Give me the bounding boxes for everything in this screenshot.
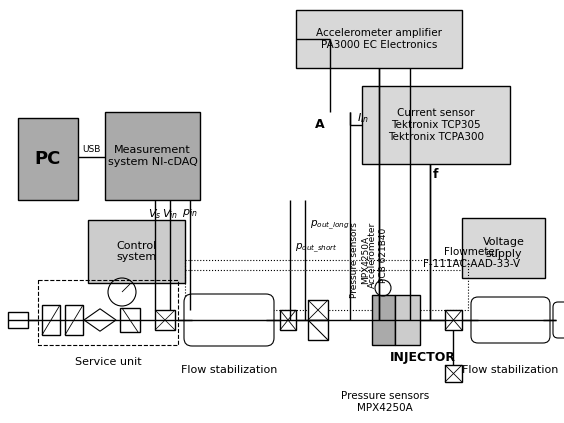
FancyBboxPatch shape	[553, 302, 564, 338]
FancyBboxPatch shape	[184, 294, 274, 346]
Text: $I_{in}$: $I_{in}$	[357, 111, 369, 125]
Bar	[120, 308, 140, 332]
Text: Pressure sensors
MPX4250A: Pressure sensors MPX4250A	[341, 391, 429, 413]
Bar	[372, 295, 395, 345]
Text: A: A	[315, 118, 325, 132]
Bar	[88, 220, 185, 283]
Text: Flow stabilization: Flow stabilization	[181, 365, 277, 375]
Bar	[296, 10, 462, 68]
Polygon shape	[84, 309, 116, 331]
Bar	[155, 310, 175, 330]
Text: INJECTOR: INJECTOR	[390, 352, 456, 365]
Text: $V_s$: $V_s$	[148, 207, 162, 221]
Bar	[362, 86, 510, 164]
Text: Service unit: Service unit	[74, 357, 142, 367]
Text: Accelerometer
PCB 621B40: Accelerometer PCB 621B40	[368, 222, 387, 288]
Text: Flow stabilization: Flow stabilization	[462, 365, 558, 375]
Bar	[308, 300, 328, 320]
Text: Flowmeter
F-111AC-AAD-33-V: Flowmeter F-111AC-AAD-33-V	[423, 247, 520, 269]
Bar	[38, 280, 178, 345]
Text: $p_{in}$: $p_{in}$	[182, 207, 198, 219]
Text: f: f	[433, 168, 438, 181]
Text: $p_{out\_short}$: $p_{out\_short}$	[295, 242, 338, 255]
Text: $p_{out\_long}$: $p_{out\_long}$	[310, 218, 350, 232]
Bar	[65, 305, 83, 335]
Bar	[445, 310, 462, 330]
Text: Current sensor
Tektronix TCP305
Tektronix TCPA300: Current sensor Tektronix TCP305 Tektroni…	[388, 108, 484, 142]
Text: Control
system: Control system	[116, 241, 157, 262]
Text: $V_{in}$: $V_{in}$	[162, 207, 178, 221]
Text: Voltage
supply: Voltage supply	[483, 237, 525, 259]
Bar	[280, 310, 296, 330]
Text: Pressure sensors
MPX4250A: Pressure sensors MPX4250A	[350, 222, 369, 298]
FancyBboxPatch shape	[471, 297, 550, 343]
Bar	[395, 295, 420, 345]
Text: USB: USB	[82, 146, 100, 154]
Bar	[42, 305, 60, 335]
Bar	[445, 365, 462, 382]
Text: Measurement
system NI-cDAQ: Measurement system NI-cDAQ	[108, 145, 197, 167]
Text: Accelerometer amplifier
PA3000 EC Electronics: Accelerometer amplifier PA3000 EC Electr…	[316, 28, 442, 50]
Bar	[308, 320, 328, 340]
Bar	[18, 118, 78, 200]
Text: PC: PC	[35, 150, 61, 168]
Bar	[105, 112, 200, 200]
Bar	[462, 218, 545, 278]
Bar	[8, 312, 28, 328]
Bar	[185, 260, 468, 310]
